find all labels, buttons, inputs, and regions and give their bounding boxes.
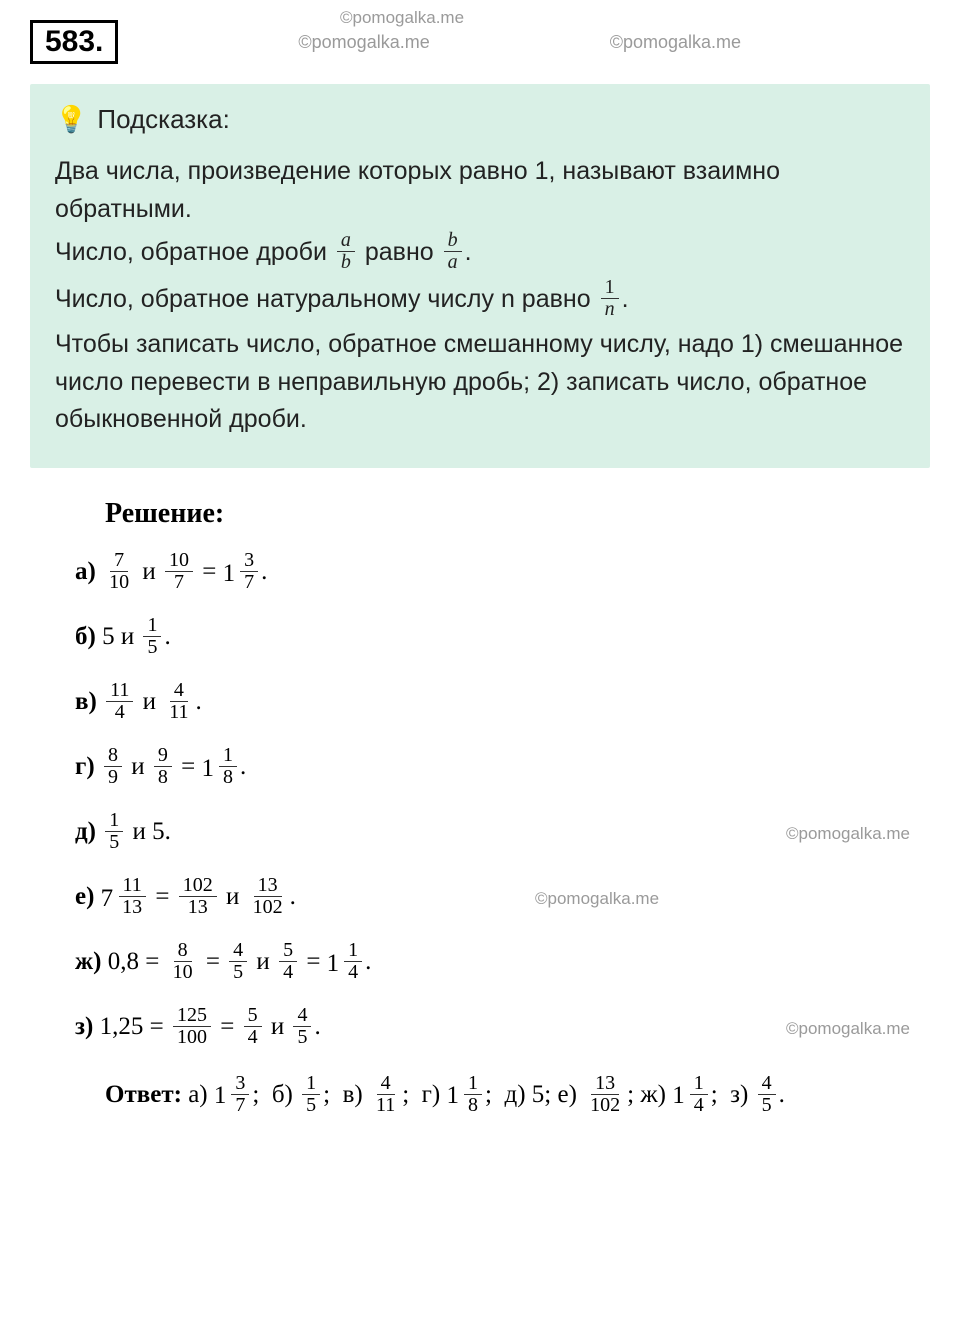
lightbulb-icon: 💡 [55,105,87,135]
header-row: 583. ©pomogalka.me ©pomogalka.me [30,20,930,64]
frac: 810 [169,940,197,983]
answer-row: Ответ: а) 137; б) 15; в) 411; г) 118; д)… [105,1075,910,1118]
hint-title: Подсказка: [97,104,229,135]
hint-line-1: Два числа, произведение которых равно 1,… [55,153,905,228]
fraction-1n: 1n [601,277,619,320]
solution-row-zh: ж) 0,8 = 810 = 45 и 54 = 114. [75,942,910,985]
watermark-4: ©pomogalka.me [786,822,910,846]
solution-row-v: в) 114 и 411. [75,682,910,725]
mixed: 118 [201,747,240,790]
hint-text-3: Число, обратное натуральному числу n рав… [55,285,591,313]
problem-number: 583. [30,20,118,64]
hint-line-3: Число, обратное натуральному числу n рав… [55,279,905,322]
hint-text-2a: Число, обратное дроби [55,238,327,266]
solution-row-e: е) 71113 = 10213 и 13102. ©pomogalka.me [75,877,910,920]
frac: 45 [293,1005,311,1048]
hint-text-2b: равно [365,238,434,266]
hint-line-2: Число, обратное дроби ab равно ba. [55,232,905,275]
watermark-3: ©pomogalka.me [340,8,464,28]
hint-box: 💡 Подсказка: Два числа, произведение кот… [30,84,930,468]
solution-row-z: з) 1,25 = 125100 = 54 и 45. ©pomogalka.m… [75,1007,910,1050]
frac: 107 [165,550,193,593]
hint-body: Два числа, произведение которых равно 1,… [55,153,905,439]
solution-title: Решение: ©pomogalka.me [105,498,910,530]
frac: 54 [279,940,297,983]
hint-line-4: Чтобы записать число, обратное смешанном… [55,326,905,439]
fraction-ab: ab [337,230,355,273]
page: 583. ©pomogalka.me ©pomogalka.me 💡 Подск… [0,0,960,1138]
frac: 10213 [179,875,217,918]
frac: 15 [143,615,161,658]
solution-row-a: а) 710 и 107 = 137. [75,552,910,595]
frac: 15 [105,810,123,853]
solution-row-d: д) 15 и 5. ©pomogalka.me [75,812,910,855]
frac: 710 [105,550,133,593]
solution-section: Решение: ©pomogalka.me а) 710 и 107 = 13… [30,498,930,1118]
frac: 89 [104,745,122,788]
fraction-ba: ba [444,230,462,273]
frac: 114 [106,680,133,723]
frac: 45 [229,940,247,983]
watermark-1: ©pomogalka.me [298,32,429,53]
mixed: 114 [327,942,366,985]
mixed: 137 [223,552,262,595]
mixed: 71113 [101,877,150,920]
frac: 13102 [249,875,287,918]
solution-row-g: г) 89 и 98 = 118. [75,747,910,790]
watermark-6: ©pomogalka.me [786,1017,910,1041]
hint-title-row: 💡 Подсказка: [55,104,905,135]
frac: 98 [154,745,172,788]
frac: 54 [244,1005,262,1048]
frac: 411 [165,680,192,723]
watermark-2: ©pomogalka.me [610,32,741,53]
watermark-5: ©pomogalka.me [535,887,659,911]
frac: 125100 [173,1005,211,1048]
solution-row-b: б) 5 и 15. [75,617,910,660]
